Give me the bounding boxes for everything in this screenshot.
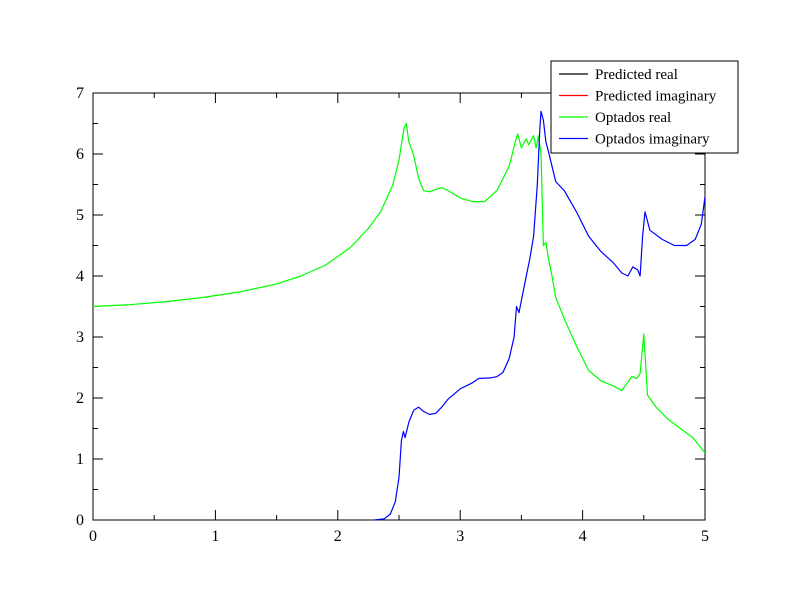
series-group [92, 110, 706, 521]
y-tick-label: 3 [76, 329, 84, 346]
x-tick-label: 5 [701, 528, 709, 545]
series-line-optados-imaginary [374, 110, 706, 521]
x-tick-label: 4 [579, 528, 587, 545]
legend-label-predicted-imaginary: Predicted imaginary [595, 89, 717, 105]
legend-label-optados-imaginary: Optados imaginary [595, 132, 710, 148]
series-line-optados-real [92, 122, 706, 454]
y-tick-label: 4 [76, 268, 84, 285]
legend: Predicted real Predicted imaginary Optados… [550, 60, 739, 154]
x-tick-label: 0 [89, 528, 97, 545]
y-tick-label: 1 [76, 451, 84, 468]
y-tick-label: 2 [76, 390, 84, 407]
y-tick-label: 5 [76, 207, 84, 224]
y-tick-label: 7 [76, 85, 84, 102]
y-tick-label: 0 [76, 512, 84, 529]
axis-ticks: 0 1 2 3 4 5 0 1 2 3 4 5 6 7 [76, 85, 709, 545]
legend-box [550, 60, 739, 154]
x-tick-label: 2 [334, 528, 342, 545]
x-tick-label: 3 [456, 528, 464, 545]
legend-label-optados-real: Optados real [595, 110, 671, 126]
x-tick-label: 1 [211, 528, 219, 545]
legend-label-predicted-real: Predicted real [595, 67, 678, 83]
y-tick-label: 6 [76, 146, 84, 163]
